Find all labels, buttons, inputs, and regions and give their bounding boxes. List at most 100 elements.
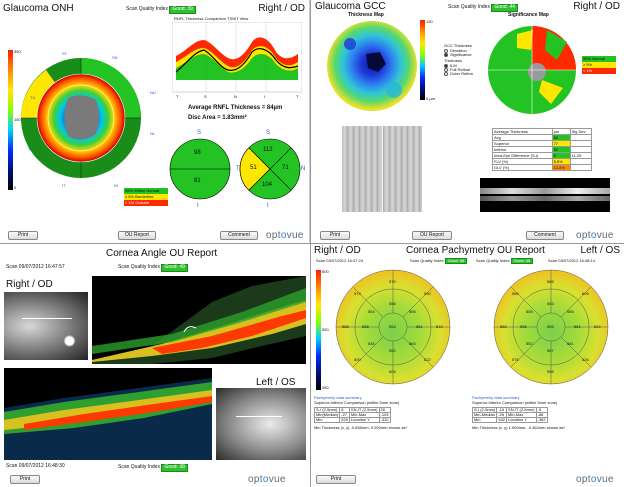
vertical-divider [310, 0, 311, 487]
pachy-scan-od: Scan 03/07/2012 16:47:24 [316, 258, 363, 263]
legend-normal: 95% Normal [582, 56, 616, 62]
angle-os-oct [4, 368, 212, 460]
summary-footer: Min Thickness (x, y) -0.830mm, 0.000mm s… [314, 425, 408, 430]
legend-normal: 95% Within Normal [124, 188, 168, 194]
legend-outside: < 1% [582, 68, 616, 74]
pachy-sqi-os: Scan Quality Index Good: 45 [476, 258, 534, 264]
table-row: S-I (2-5mm) 8 SN-IT (2-5mm) 26 [313, 407, 391, 413]
scale-label: 0 [14, 185, 17, 190]
option-ilm[interactable]: ILM [444, 64, 473, 68]
map-label-nu: NU [150, 90, 156, 95]
summary-subtitle: Superior-Inferior Comparison (within 5mm… [314, 400, 400, 405]
comment-button[interactable]: Comment [220, 231, 258, 240]
table-row: Min 529 Location Y -320 [313, 417, 391, 423]
map-label-in: IN [114, 183, 118, 188]
x-tick: S [204, 94, 207, 99]
od-outer-value: 574 [354, 291, 361, 296]
map-label-tu: TU [30, 95, 36, 100]
pachy-panel: Right / OD Cornea Pachymetry OU Report L… [312, 244, 624, 487]
od-outer-value: 610 [436, 324, 443, 329]
optovue-logo: optovue [266, 230, 304, 241]
option-deviation[interactable]: Deviation [444, 49, 473, 53]
od-outer-value: 622 [424, 357, 431, 362]
sector-right-value: 71 [282, 165, 289, 171]
hemi-i-label: I [197, 203, 199, 209]
onh-color-scale [8, 50, 13, 190]
oct-image [92, 276, 306, 364]
x-tick: I [264, 94, 266, 99]
legend-borderline: ≥ 5% Borderline [124, 194, 168, 200]
gcc-significance-map [488, 26, 576, 114]
ou-report-button[interactable]: OU Report [412, 231, 452, 240]
option-significance[interactable]: Significance [444, 53, 473, 57]
od-inner-value: 551 [416, 324, 423, 329]
option-outer-retina[interactable]: Outer Retina [444, 72, 473, 76]
od-inner-value: 556 [389, 301, 396, 306]
od-inner-value: 552 [389, 348, 396, 353]
angle-title: Cornea Angle OU Report [106, 248, 218, 259]
table-row: GLV (%) 13.8% [492, 164, 593, 171]
onh-sqi: Scan Quality Index Good: 39 [126, 6, 196, 14]
pachy-sqi-od: Scan Quality Index Good: 58 [410, 258, 468, 264]
map-label-nl: NL [150, 131, 156, 136]
os-inner-value: 553 [547, 301, 554, 306]
onh-thickness-map [21, 58, 141, 178]
pachy-od-table: S-I (2-5mm) 8 SN-IT (2-5mm) 26 Min(Median) -… [313, 407, 391, 423]
sqi-label: Scan Quality Index [448, 4, 490, 10]
angle-sqi-os: Scan Quality Index Good: 38 [118, 464, 188, 472]
summary-title: Pachymetry data summary [472, 395, 520, 400]
gcc-sqi: Scan Quality Index Good: 44 [448, 4, 518, 12]
oct-image [4, 378, 212, 460]
pachy-eye-os: Left / OS [580, 245, 620, 256]
disc-area: Disc Area = 1.83mm² [188, 115, 247, 121]
gcc-thickness-table: Average Thickness µm Sig Dev Avg 80 Superio… [492, 128, 593, 171]
legend-outside: < 1% Outside [124, 200, 168, 206]
fundus-scanline [382, 126, 383, 212]
os-inner-value: 552 [526, 341, 533, 346]
scale-label: 350 [14, 49, 21, 54]
angle-os-photo [216, 388, 306, 460]
onh-eye-label: Right / OD [258, 3, 305, 14]
option-full-retinal[interactable]: Full Retinal [444, 68, 473, 72]
od-outer-value: 590 [424, 291, 431, 296]
thickness-map-title: Thickness Map [348, 12, 384, 18]
scale-label: 150 [14, 117, 21, 122]
angle-panel: Cornea Angle OU Report Scan 09/07/2012 1… [0, 244, 310, 487]
pachy-summary-od: Pachymetry data summary Superior-Inferio… [313, 396, 464, 430]
od-inner-value: 560 [409, 341, 416, 346]
sqi-label: Scan Quality Index [126, 6, 168, 12]
od-outer-value: 588 [342, 324, 349, 329]
legend-borderline: ≥ 5% [582, 62, 616, 68]
x-tick: T [176, 94, 179, 99]
gcc-legend: 95% Normal ≥ 5% < 1% [582, 56, 616, 74]
os-outer-value: 622 [594, 324, 601, 329]
os-outer-value: 576 [512, 357, 519, 362]
sqi-badge: Good: 44 [491, 4, 518, 12]
ou-report-button[interactable]: OU Report [118, 231, 156, 240]
summary-subtitle: Superior-Inferior Comparison (within 5mm… [472, 400, 558, 405]
os-inner-value: 567 [547, 348, 554, 353]
print-button[interactable]: Print [10, 475, 40, 484]
pachy-title: Cornea Pachymetry OU Report [406, 245, 545, 256]
od-inner-value: 545 [368, 341, 375, 346]
pachy-eye-od: Right / OD [314, 245, 361, 256]
angle-eye-od: Right / OD [6, 279, 53, 290]
gcc-title: Glaucoma GCC [315, 1, 386, 12]
comment-button[interactable]: Comment [526, 231, 564, 240]
scale-label: 550 [322, 327, 329, 332]
print-button[interactable]: Print [316, 475, 356, 484]
pachy-color-scale [316, 270, 321, 390]
sector-bottom-value: 104 [262, 182, 273, 188]
os-inner-value: 556 [520, 324, 527, 329]
print-button[interactable]: Print [8, 231, 38, 240]
gcc-panel: Glaucoma GCC Scan Quality Index Good: 44… [312, 0, 624, 243]
gcc-thickness-map [327, 21, 417, 111]
options-title: GCC Thickness [444, 43, 472, 48]
os-outer-value: 605 [582, 291, 589, 296]
sector-t-label: T [236, 166, 240, 172]
angle-eye-os: Left / OS [256, 377, 296, 388]
print-button[interactable]: Print [320, 231, 350, 240]
map-label-st: ST [62, 51, 68, 56]
os-center-value: 556 [547, 324, 554, 329]
pachy-summary-os: Pachymetry data summary Superior-Inferio… [471, 395, 622, 430]
